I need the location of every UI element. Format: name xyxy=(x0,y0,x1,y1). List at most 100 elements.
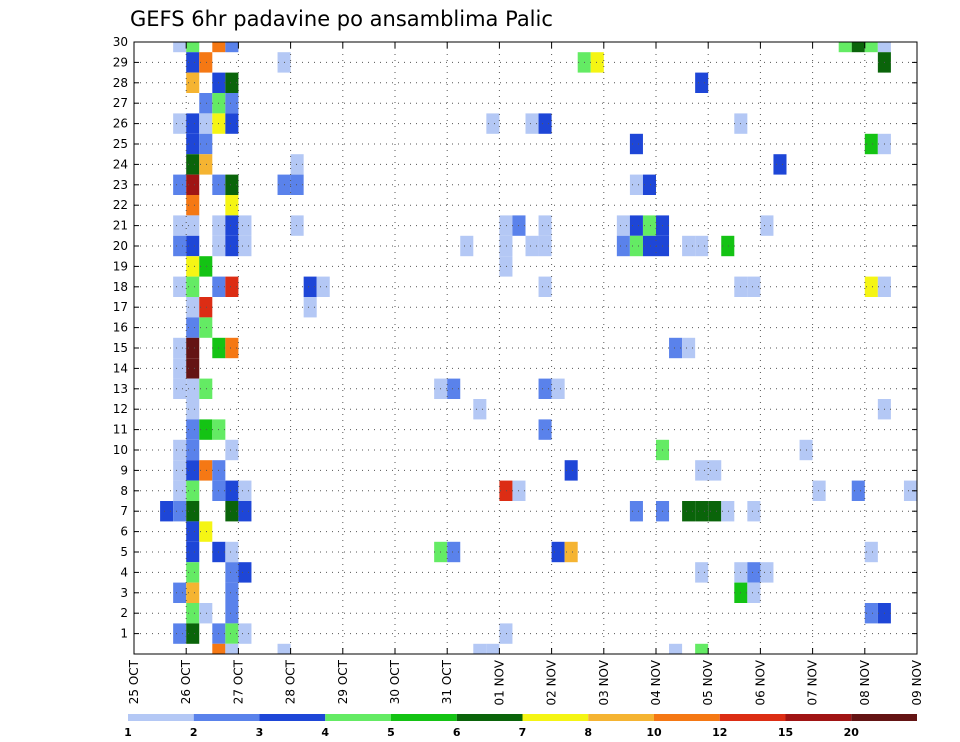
cell-78 xyxy=(721,235,735,257)
colorbar-label: 8 xyxy=(584,726,592,739)
x-tick-label: 06 NOV xyxy=(753,659,767,705)
x-axis: 25 OCT 26 OCT 27 OCT 28 OCT 29 OCT 30 OCT 31 O… xyxy=(127,42,924,706)
cell-165 xyxy=(225,562,239,583)
y-tick-label: 27 xyxy=(113,96,128,110)
y-tick-label: 22 xyxy=(113,198,128,212)
cell-105 xyxy=(186,358,200,379)
y-tick-label: 19 xyxy=(113,259,128,273)
y-tick-label: 9 xyxy=(120,463,128,477)
cell-172 xyxy=(186,582,200,603)
colorbar-swatch xyxy=(128,714,194,721)
cell-107 xyxy=(186,378,200,399)
cell-31 xyxy=(199,133,213,155)
cell-181 xyxy=(173,623,187,644)
colorbar-swatch xyxy=(654,714,720,721)
cell-192 xyxy=(669,643,683,654)
y-tick-label: 25 xyxy=(113,137,128,151)
y-tick-label: 8 xyxy=(120,484,128,498)
y-tick-label: 29 xyxy=(113,55,128,69)
cell-147 xyxy=(629,501,643,522)
cell-152 xyxy=(721,501,735,522)
cell-53 xyxy=(238,215,252,236)
cell-120 xyxy=(173,439,187,461)
colorbar-label: 3 xyxy=(256,726,264,739)
y-tick-label: 5 xyxy=(120,545,128,559)
cell-117 xyxy=(199,419,213,440)
cell-146 xyxy=(238,501,252,522)
cell-3 xyxy=(225,42,239,53)
y-tick-label: 21 xyxy=(113,219,128,233)
y-tick-label: 17 xyxy=(113,300,128,314)
y-tick-label: 3 xyxy=(120,586,128,600)
heatmap-cells xyxy=(160,42,917,654)
cell-46 xyxy=(642,174,656,195)
cell-132 xyxy=(173,480,187,501)
y-tick-label: 18 xyxy=(113,280,128,294)
cell-63 xyxy=(173,235,187,257)
cell-114 xyxy=(473,399,487,420)
colorbar-label: 20 xyxy=(844,726,860,739)
cell-90 xyxy=(747,276,761,297)
x-tick-label: 01 NOV xyxy=(492,659,506,705)
x-tick-label: 02 NOV xyxy=(545,659,559,705)
chart-title: GEFS 6hr padavine po ansamblima Palic xyxy=(130,7,553,31)
y-tick-label: 12 xyxy=(113,402,128,416)
cell-116 xyxy=(186,419,200,440)
colorbar-swatch xyxy=(259,714,326,721)
colorbar-swatch xyxy=(851,714,917,721)
colorbar-label: 12 xyxy=(712,726,727,739)
cell-14 xyxy=(186,72,200,93)
cell-130 xyxy=(695,460,709,481)
cell-69 xyxy=(499,235,513,257)
cell-48 xyxy=(225,195,239,216)
colorbar-swatch xyxy=(719,714,786,721)
cell-191 xyxy=(486,643,500,654)
x-tick-label: 04 NOV xyxy=(649,659,663,705)
cell-126 xyxy=(186,460,200,481)
cell-150 xyxy=(695,501,709,522)
y-tick-label: 24 xyxy=(113,157,128,171)
cell-52 xyxy=(225,215,239,236)
cell-17 xyxy=(695,72,709,93)
colorbar-swatch xyxy=(325,714,391,721)
cell-32 xyxy=(629,133,643,155)
cell-110 xyxy=(447,378,461,399)
cell-44 xyxy=(290,174,304,195)
cell-79 xyxy=(186,256,200,277)
cell-40 xyxy=(186,174,200,195)
y-tick-label: 2 xyxy=(120,606,128,620)
cell-23 xyxy=(199,113,213,134)
cell-77 xyxy=(695,235,709,257)
cell-137 xyxy=(499,480,513,501)
x-tick-label: 09 NOV xyxy=(910,659,924,705)
cell-7 xyxy=(877,42,891,53)
cell-54 xyxy=(290,215,304,236)
y-tick-label: 30 xyxy=(113,35,128,49)
cell-151 xyxy=(708,501,722,522)
cell-74 xyxy=(642,235,656,257)
cell-140 xyxy=(851,480,865,501)
cell-81 xyxy=(499,256,513,277)
cell-131 xyxy=(708,460,722,481)
cell-158 xyxy=(225,541,239,563)
x-tick-label: 29 OCT xyxy=(336,659,350,704)
cell-189 xyxy=(277,643,291,654)
cell-102 xyxy=(669,337,683,359)
cell-6 xyxy=(864,42,878,53)
cell-108 xyxy=(199,378,213,399)
colorbar-legend: 1 2 3 4 5 6 7 8 10 12 15 20 xyxy=(124,714,917,739)
cell-1 xyxy=(186,42,200,53)
y-tick-label: 28 xyxy=(113,76,128,90)
cell-94 xyxy=(199,297,213,318)
x-tick-label: 30 OCT xyxy=(388,659,402,704)
cell-162 xyxy=(564,541,578,563)
colorbar-label: 7 xyxy=(519,726,527,739)
cell-71 xyxy=(538,235,552,257)
cell-187 xyxy=(212,643,226,654)
cell-83 xyxy=(186,276,200,297)
y-tick-label: 1 xyxy=(120,627,128,641)
cell-18 xyxy=(199,93,213,114)
cell-142 xyxy=(160,501,174,522)
cell-173 xyxy=(225,582,239,603)
cell-91 xyxy=(864,276,878,297)
